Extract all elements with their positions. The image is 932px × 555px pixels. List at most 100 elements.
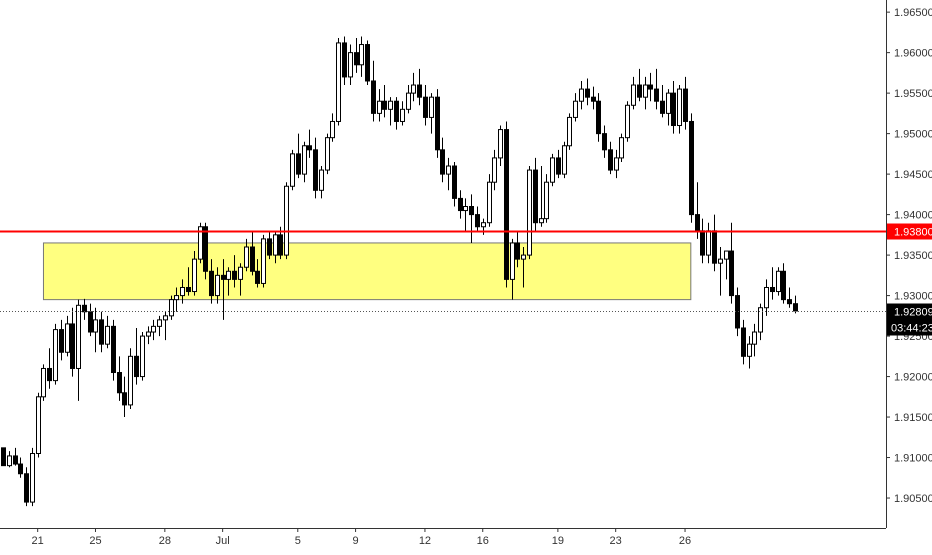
candle [573,93,578,122]
candle-body-up [174,295,179,301]
x-tick-label: Jul [216,535,230,547]
candle [209,259,214,304]
candle-body-up [359,44,364,66]
candle-body-down [712,230,717,264]
candle [7,451,12,468]
candle [174,287,179,312]
candle-body-down [787,299,792,305]
candle [417,68,422,106]
current-price-label: 1.92809 [894,307,932,319]
candle [117,356,122,401]
candle [76,299,81,401]
candle-body-up [105,325,110,345]
y-tick-label: 1.96500 [894,7,932,19]
candle [192,251,197,296]
candle-body-up [747,343,752,357]
candle-body-down [371,80,376,114]
candle [458,190,463,219]
candle [24,467,29,507]
candle [533,157,538,231]
candle-body-up [614,157,619,171]
candle-body-up [776,270,781,293]
candle [510,238,515,300]
candle [342,36,347,86]
candle [435,89,440,158]
candle [770,267,775,300]
candle-body-down [596,100,601,135]
y-tick-label: 1.95500 [894,88,932,100]
candle-body-up [273,234,278,256]
candle [325,133,330,175]
candle [1,447,6,467]
candle [527,166,532,260]
candle [180,279,185,304]
candle [677,85,682,134]
candle-body-up [169,299,174,317]
candle [319,166,324,199]
y-tick-label: 1.93000 [894,291,932,303]
candle [666,89,671,126]
candle [608,141,613,175]
candle [787,287,792,308]
candle-body-up [330,120,335,139]
candle [654,68,659,110]
candle [400,101,405,126]
candle [741,319,746,365]
candle-body-up [619,137,624,159]
candle-body-up [377,100,382,114]
candle [469,194,474,243]
candle [111,319,116,381]
candle-body-down [394,100,399,122]
candle-body-up [215,274,220,297]
candle-body-down [70,323,75,369]
candle-body-down [47,367,52,382]
candle [729,222,734,304]
candle [348,44,353,86]
candle [637,68,642,102]
candle-body-up [446,165,451,175]
candle-body-down [313,149,318,191]
candle-body-down [458,197,463,212]
candle [475,206,480,231]
candle-body-down [307,145,312,151]
y-tick-label: 1.92000 [894,372,932,384]
candle-body-down [770,286,775,293]
candle [382,85,387,118]
candle [585,78,590,106]
candle-body-down [729,250,734,297]
candle [59,319,64,361]
candle-body-down [671,92,676,127]
candle [244,238,249,272]
candle-body-up [521,254,526,260]
y-tick-label: 1.93500 [894,250,932,262]
candle-body-down [660,100,665,114]
resistance-price-label: 1.93800 [894,227,932,239]
candle-body-down [82,304,87,313]
candle [631,76,636,110]
candle [163,311,168,341]
candle-body-down [608,149,613,171]
candle-body-down [515,242,520,260]
candle-body-down [13,455,18,465]
candle-body-up [706,230,711,256]
candle-body-up [41,367,46,398]
candle-body-up [498,129,503,159]
candle [579,80,584,110]
candle-body-down [88,311,93,333]
candle-body-up [544,181,549,220]
candle-body-down [591,96,596,102]
candle-body-down [637,84,642,98]
zone-layer [42,242,692,301]
candle [313,137,318,199]
candle-body-up [146,331,151,337]
candle-body-down [232,270,237,280]
candle [648,72,653,102]
candle [487,174,492,227]
candle-body-up [752,331,757,345]
candle-body-up [336,42,341,122]
candle [446,157,451,191]
candle [354,38,359,73]
candle [463,198,468,231]
